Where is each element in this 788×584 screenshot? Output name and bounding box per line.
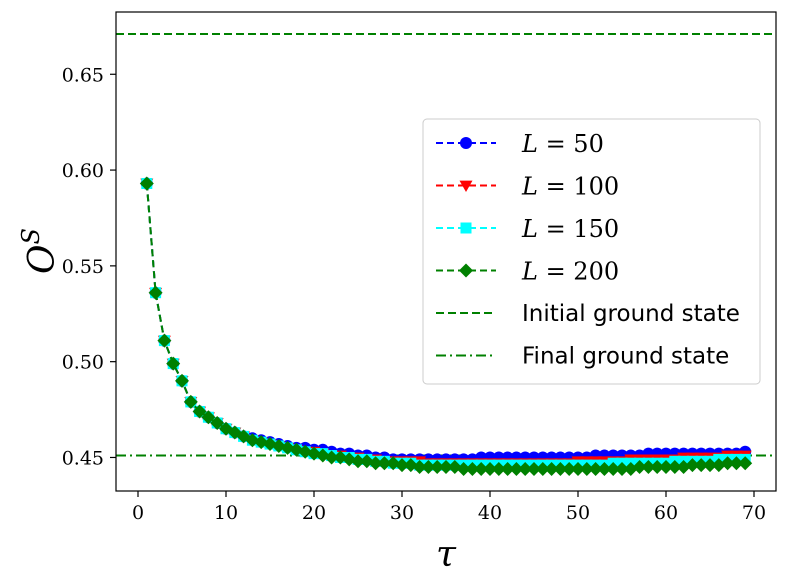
legend-label: Initial ground state <box>522 301 740 327</box>
data-point <box>157 333 172 348</box>
data-point <box>474 461 489 476</box>
legend-swatch-marker <box>460 222 472 234</box>
series-layer <box>139 176 753 476</box>
y-tick-label: 0.60 <box>62 160 104 182</box>
legend-item-50: L = 50 <box>436 130 604 158</box>
y-tick-label: 0.65 <box>62 64 104 86</box>
data-point <box>615 461 629 476</box>
y-tick-label: 0.55 <box>62 256 104 278</box>
legend-item-reference-1: Initial ground state <box>436 301 740 327</box>
data-point <box>509 461 524 476</box>
legend-label: L = 50 <box>521 130 604 158</box>
legend-item-150: L = 150 <box>436 215 619 243</box>
data-point <box>659 460 673 475</box>
data-point <box>201 410 216 425</box>
data-point <box>483 461 497 476</box>
y-tick-label: 0.45 <box>62 447 104 469</box>
legend-label: L = 200 <box>521 258 619 286</box>
x-tick-label: 30 <box>390 502 414 524</box>
x-tick-label: 40 <box>478 502 502 524</box>
data-point <box>553 461 568 476</box>
data-point <box>606 461 621 476</box>
x-tick-label: 0 <box>132 502 144 524</box>
data-point <box>738 456 753 471</box>
legend-swatch-marker <box>459 263 473 278</box>
legend-label: L = 150 <box>521 215 619 243</box>
legend-item-200: L = 200 <box>436 258 619 286</box>
data-point <box>527 461 541 476</box>
x-tick-label: 20 <box>302 502 326 524</box>
data-point <box>368 456 383 471</box>
x-tick-label: 50 <box>566 502 590 524</box>
legend-swatch-marker <box>459 180 473 192</box>
data-point <box>544 461 559 476</box>
legend-item-reference-2: Final ground state <box>436 344 729 370</box>
data-point <box>351 454 365 469</box>
data-point <box>518 461 533 476</box>
legend-label: Final ground state <box>522 344 729 370</box>
data-point <box>192 404 207 419</box>
data-point <box>324 450 339 465</box>
data-point <box>720 456 735 471</box>
data-point <box>491 461 506 476</box>
x-axis-label: τ <box>436 534 457 575</box>
data-point <box>395 458 409 473</box>
data-point <box>139 176 154 191</box>
x-tick-label: 70 <box>742 502 766 524</box>
legend-box <box>422 118 761 385</box>
x-axis: 0 10 20 30 40 50 60 70 <box>132 491 766 524</box>
legend-label: L = 100 <box>521 173 619 201</box>
data-point <box>562 461 577 476</box>
data-point <box>685 458 700 473</box>
data-point <box>439 460 453 475</box>
data-point <box>579 461 594 476</box>
data-point <box>588 461 603 476</box>
data-point <box>650 460 665 475</box>
y-axis: 0.45 0.50 0.55 0.60 0.65 <box>62 64 116 469</box>
series-200 <box>139 176 753 476</box>
data-point <box>667 460 682 475</box>
data-point <box>694 458 709 473</box>
data-point <box>465 461 480 476</box>
data-point <box>210 415 225 430</box>
plot-area-frame <box>115 11 777 492</box>
data-point <box>703 458 717 473</box>
data-point <box>641 460 656 475</box>
y-axis-label-base: O <box>22 244 63 274</box>
x-tick-label: 60 <box>654 502 678 524</box>
data-point <box>166 356 181 371</box>
data-point <box>183 394 198 409</box>
data-point <box>597 461 612 476</box>
data-point <box>729 456 744 471</box>
data-point <box>148 285 163 300</box>
legend: L = 50 L = 100 L = 150 L = 200 Initial groun… <box>422 118 761 385</box>
data-point <box>421 460 436 475</box>
legend-swatch-marker <box>460 137 472 149</box>
data-point <box>632 460 647 475</box>
data-point <box>500 461 515 476</box>
data-point <box>535 461 550 476</box>
data-point <box>377 456 392 471</box>
x-tick-label: 10 <box>214 502 238 524</box>
reference-lines <box>116 33 776 457</box>
data-point <box>175 373 189 388</box>
legend-item-100: L = 100 <box>436 173 619 201</box>
data-point <box>456 461 471 476</box>
y-axis-label-superscript: S <box>17 228 45 244</box>
data-point <box>412 460 427 475</box>
data-point <box>430 460 445 475</box>
y-tick-label: 0.50 <box>62 352 104 374</box>
y-axis-label: OS <box>17 228 63 274</box>
data-point <box>571 461 585 476</box>
